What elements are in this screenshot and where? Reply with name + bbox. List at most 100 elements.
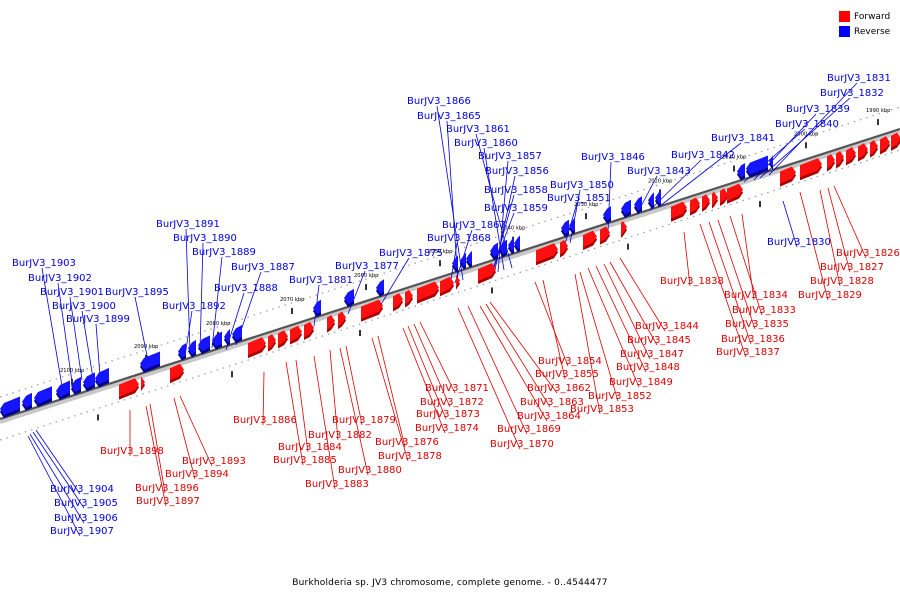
leader-line (708, 221, 752, 345)
gene-name: BurJV3_1893 (182, 456, 246, 467)
gene-label: BurJV3_1865 (417, 111, 481, 122)
gene-name: BurJV3_1833 (732, 305, 796, 316)
gene-label: BurJV3_1885 (273, 455, 337, 466)
gene-label: BurJV3_1905 (54, 498, 118, 509)
tick-label: 2030 kbp (574, 202, 599, 208)
gene-label: BurJV3_1826 (836, 248, 900, 259)
gene-label: BurJV3_1837 (716, 347, 780, 358)
forward-gene (858, 143, 868, 162)
tick-label: 2040 kbp (501, 226, 526, 232)
leader-line (569, 189, 581, 244)
gene-label: BurJV3_1861 (446, 124, 510, 135)
gene-label: BurJV3_1836 (721, 334, 785, 345)
gene-label: BurJV3_1838 (660, 276, 724, 287)
reverse-gene (603, 206, 611, 224)
gene-name: BurJV3_1899 (66, 314, 130, 325)
gene-label: BurJV3_1897 (136, 496, 200, 507)
gene-label: BurJV3_1852 (588, 391, 652, 402)
forward-gene (870, 140, 878, 158)
leader-line (402, 327, 446, 434)
gene-label: BurJV3_1845 (627, 335, 691, 346)
gene-name: BurJV3_1827 (820, 262, 884, 273)
gene-name: BurJV3_1842 (671, 150, 735, 161)
forward-gene (456, 274, 460, 292)
forward-gene (712, 191, 718, 209)
gene-label: BurJV3_1832 (820, 88, 884, 99)
gene-label: BurJV3_1884 (278, 442, 342, 453)
forward-gene (141, 376, 145, 393)
gene-label: BurJV3_1851 (547, 193, 611, 204)
leader-line (407, 325, 447, 420)
gene-name: BurJV3_1838 (660, 276, 724, 287)
leader-line (729, 215, 763, 316)
leader-line (69, 296, 83, 381)
gene-label: BurJV3_1850 (550, 180, 614, 191)
gene-name: BurJV3_1858 (484, 185, 548, 196)
reverse-gene (561, 219, 569, 238)
gene-label: BurJV3_1847 (620, 349, 684, 360)
tick-label: 2010 kbp (722, 154, 747, 160)
reverse-gene (178, 343, 186, 361)
gene-label: BurJV3_1854 (538, 356, 602, 367)
gene-name: BurJV3_1901 (40, 287, 104, 298)
gene-label: BurJV3_1870 (490, 439, 554, 450)
gene-label: BurJV3_1868 (427, 233, 491, 244)
leader-line (782, 200, 798, 248)
gene-label: BurJV3_1880 (338, 465, 402, 476)
gene-name: BurJV3_1852 (588, 391, 652, 402)
leader-line (262, 371, 265, 426)
gene-label: BurJV3_1843 (627, 166, 691, 177)
reverse-track-guide (0, 106, 900, 398)
gene-label: BurJV3_1900 (52, 301, 116, 312)
forward-gene (836, 151, 844, 169)
gene-label: BurJV3_1830 (767, 237, 831, 248)
gene-name: BurJV3_1865 (417, 111, 481, 122)
reverse-gene (466, 250, 472, 268)
reverse-gene (460, 252, 466, 270)
gene-label: BurJV3_1834 (724, 290, 788, 301)
gene-label: BurJV3_1877 (335, 261, 399, 272)
forward-gene (880, 136, 890, 155)
gene-label: BurJV3_1842 (671, 150, 735, 161)
leader-line (497, 160, 509, 273)
gene-name: BurJV3_1873 (416, 409, 480, 420)
gene-name: BurJV3_1845 (627, 335, 691, 346)
gene-label: BurJV3_1887 (231, 262, 295, 273)
forward-gene (780, 166, 796, 187)
gene-features (0, 132, 900, 418)
forward-gene (405, 289, 413, 308)
gene-label: BurJV3_1906 (54, 513, 118, 524)
gene-name: BurJV3_1876 (375, 437, 439, 448)
legend-reverse-label: Reverse (854, 26, 891, 37)
gene-label: BurJV3_1890 (173, 233, 237, 244)
leader-line (184, 310, 193, 357)
leader-line (574, 273, 601, 415)
gene-label: BurJV3_1828 (810, 276, 874, 287)
gene-name: BurJV3_1846 (581, 152, 645, 163)
leader-line (179, 395, 213, 467)
gene-name: BurJV3_1877 (335, 261, 399, 272)
tick-label: 2000 kbp (794, 131, 819, 137)
gene-name: BurJV3_1835 (725, 319, 789, 330)
gene-name: BurJV3_1862 (527, 383, 591, 394)
gene-name: BurJV3_1875 (379, 248, 443, 259)
reverse-gene (95, 367, 109, 388)
forward-gene (290, 325, 302, 345)
tick-label: 1990 kbp (866, 108, 891, 114)
backbone-line (0, 127, 900, 421)
gene-name: BurJV3_1884 (278, 442, 342, 453)
forward-gene (278, 330, 288, 349)
leader-line (587, 267, 640, 388)
leader-line (329, 349, 339, 441)
gene-name: BurJV3_1831 (827, 73, 891, 84)
gene-name: BurJV3_1902 (28, 273, 92, 284)
reverse-gene (514, 235, 520, 253)
gene-label: BurJV3_1862 (527, 383, 591, 394)
leader-line (833, 185, 867, 259)
leader-line (457, 307, 521, 450)
gene-name: BurJV3_1851 (547, 193, 611, 204)
forward-gene (800, 158, 822, 181)
leader-line (595, 265, 647, 373)
gene-name: BurJV3_1888 (214, 283, 278, 294)
leader-line (819, 189, 841, 287)
